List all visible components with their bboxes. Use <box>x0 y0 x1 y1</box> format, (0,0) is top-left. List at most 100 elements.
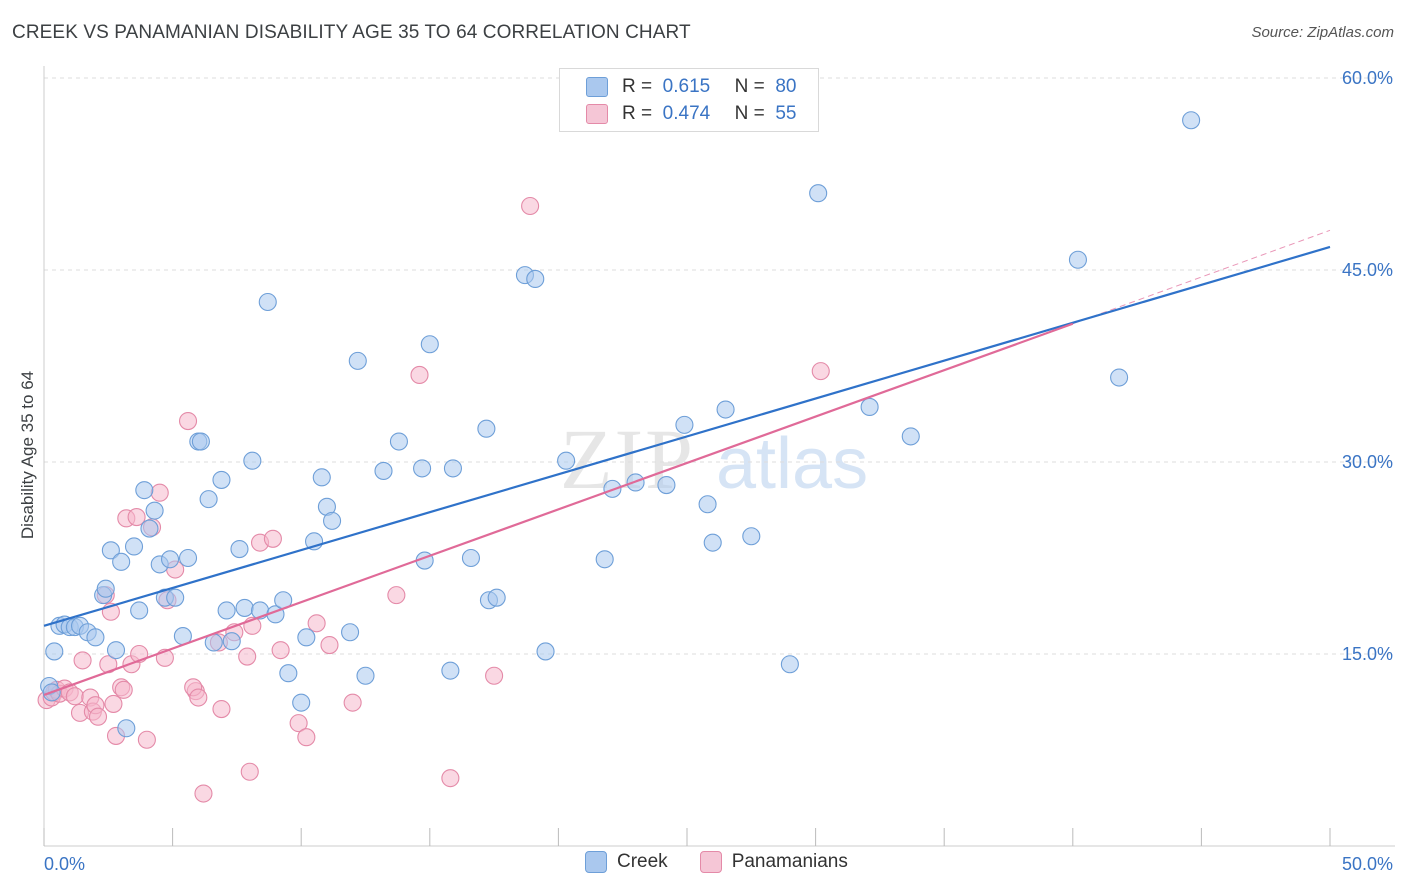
y-tick-label: 15.0% <box>1342 644 1393 664</box>
panamanians-point <box>485 666 504 685</box>
legend-box: R = 0.615 N = 80 R = 0.474 N = 55 <box>559 68 819 132</box>
legend-n-label: N = <box>734 103 765 124</box>
creek-point <box>809 184 828 203</box>
legend-n-value: 55 <box>775 103 797 124</box>
panamanians-point <box>441 769 460 788</box>
panamanians-point <box>297 728 316 747</box>
creek-point <box>901 427 920 446</box>
watermark-atlas: atlas <box>716 424 868 504</box>
creek-point <box>178 548 198 568</box>
creek-point <box>106 641 126 660</box>
creek-point <box>443 459 462 478</box>
creek-points <box>40 111 1201 738</box>
creek-point <box>166 588 185 607</box>
panamanians-point <box>263 529 282 548</box>
panamanians-point <box>194 784 213 803</box>
panamanians-point <box>104 694 123 713</box>
creek-point <box>222 632 241 651</box>
creek-point <box>348 351 367 370</box>
panamanians-point <box>88 707 108 726</box>
legend-n-value: 80 <box>775 76 797 97</box>
creek-point <box>461 548 481 568</box>
panamanians-point <box>320 635 339 655</box>
legend-r-value: 0.615 <box>662 76 711 97</box>
legend-swatch-panamanians <box>586 104 608 124</box>
panamanians-point <box>189 688 208 707</box>
creek-point <box>191 432 210 451</box>
creek-point <box>420 335 439 354</box>
bottom-legend-swatch-creek <box>585 851 607 873</box>
panamanians-point <box>212 699 231 719</box>
creek-point <box>135 481 154 500</box>
panamanians-point <box>307 614 326 633</box>
panamanians-point <box>387 586 406 605</box>
creek-point <box>86 628 105 647</box>
creek-point <box>536 642 555 661</box>
creek-point <box>140 519 159 538</box>
panamanians-point <box>521 196 540 216</box>
creek-point <box>341 623 360 642</box>
creek-point <box>258 292 277 312</box>
creek-point <box>1068 250 1087 269</box>
gridlines <box>44 77 1395 655</box>
creek-point <box>780 655 799 674</box>
creek-point <box>1110 368 1129 387</box>
creek-point <box>356 666 375 685</box>
creek-point <box>698 495 717 514</box>
panamanians-point <box>271 641 290 660</box>
creek-point <box>101 541 120 560</box>
legend-n-label: N = <box>734 76 765 97</box>
panamanians-trend-extension <box>1072 229 1331 325</box>
panamanians-point <box>178 411 198 431</box>
creek-point <box>160 550 180 569</box>
panamanians-point <box>811 362 830 381</box>
creek-point <box>657 475 676 495</box>
creek-point <box>374 461 393 481</box>
x-tick-label: 0.0% <box>44 854 85 874</box>
creek-point <box>297 628 316 647</box>
tick-labels: 15.0% 30.0% 45.0% 60.0% 0.0% 50.0% <box>44 68 1393 874</box>
watermark-zip: ZIP <box>560 411 695 507</box>
x-tick-label: 50.0% <box>1342 854 1393 874</box>
creek-point <box>742 527 761 546</box>
legend-r-label: R = <box>622 76 653 97</box>
creek-point <box>675 415 694 434</box>
bottom-legend-swatch-panamanians <box>699 851 722 873</box>
creek-point <box>860 397 879 417</box>
legend-swatch-creek <box>586 77 608 97</box>
chart-title: CREEK VS PANAMANIAN DISABILITY AGE 35 TO… <box>12 22 691 43</box>
creek-point <box>557 451 576 470</box>
creek-point <box>112 552 131 571</box>
panamanians-point <box>65 687 84 706</box>
creek-point <box>45 642 64 661</box>
creek-point <box>130 601 149 620</box>
creek-point <box>716 400 735 419</box>
creek-point <box>413 459 432 478</box>
panamanians-trend-line <box>43 322 1074 696</box>
bottom-legend-panamanians: Panamanians <box>699 851 848 873</box>
creek-point <box>477 419 496 438</box>
panamanians-point <box>73 651 92 670</box>
panamanians-point <box>240 762 259 781</box>
creek-point <box>1182 111 1201 130</box>
creek-point <box>199 490 218 509</box>
y-tick-label: 30.0% <box>1342 452 1393 472</box>
y-tick-label: 60.0% <box>1342 68 1393 88</box>
creek-point <box>145 501 164 520</box>
axes <box>43 66 1395 847</box>
creek-point <box>117 719 136 738</box>
creek-point <box>703 533 722 552</box>
panamanians-point <box>238 647 257 666</box>
panamanians-point <box>127 507 146 527</box>
creek-point <box>124 537 144 556</box>
creek-point <box>526 269 545 289</box>
creek-point <box>441 661 460 680</box>
y-tick-label: 45.0% <box>1342 260 1393 280</box>
panamanians-point <box>289 714 308 733</box>
creek-point <box>323 511 342 530</box>
panamanians-point <box>150 483 169 502</box>
bottom-legend-creek: Creek <box>585 851 668 873</box>
creek-point <box>243 451 262 470</box>
trend-lines <box>43 229 1331 696</box>
